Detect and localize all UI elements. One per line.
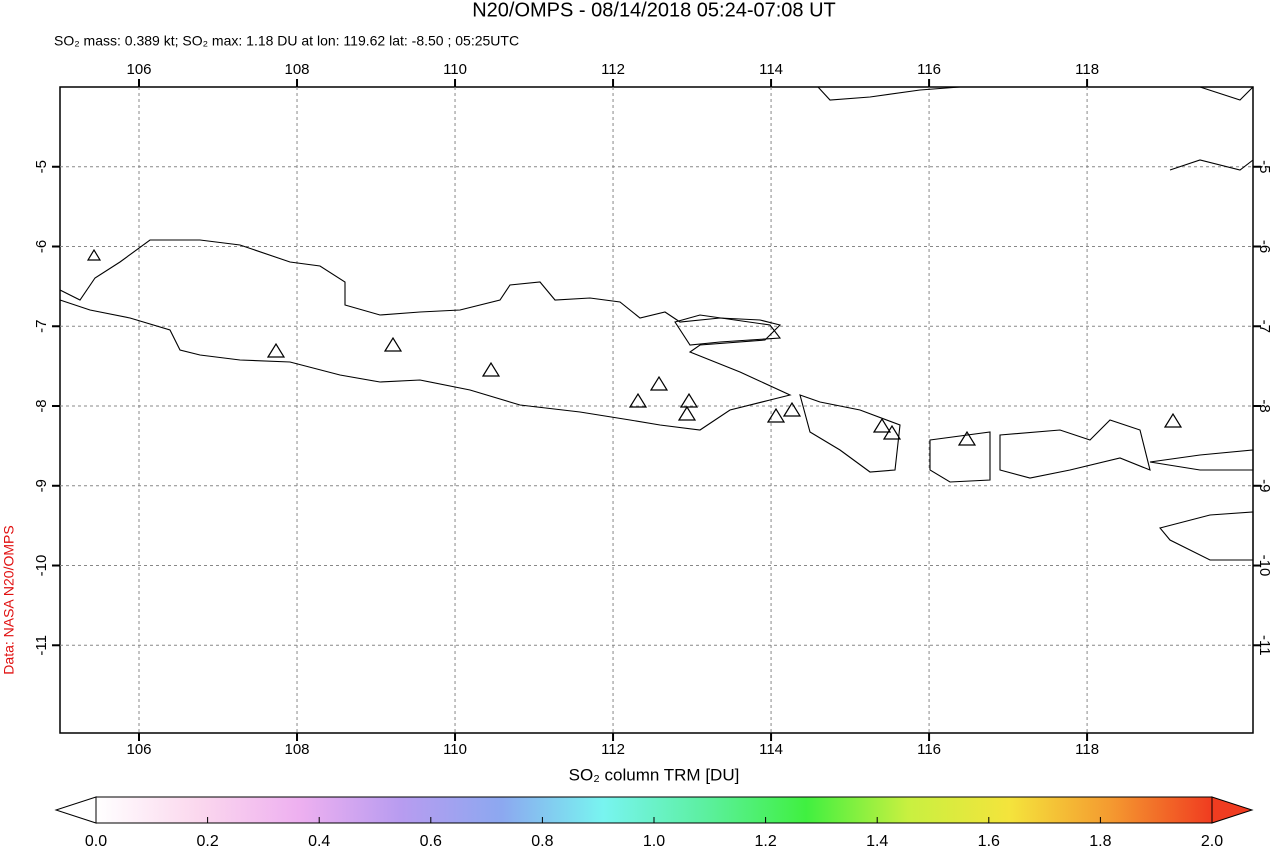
y-tick-label: -11 (1256, 635, 1272, 656)
y-tick-label: -6 (33, 240, 50, 253)
coast-flores (1149, 449, 1254, 471)
y-tick-label: -6 (1256, 240, 1272, 253)
colorbar-tick-label: 0.4 (308, 833, 330, 850)
colorbar-tick-label: 0.0 (85, 833, 107, 850)
x-tick-label: 118 (1075, 61, 1099, 78)
x-tick-label: 110 (443, 61, 467, 78)
volcano (86, 248, 1183, 446)
colorbar-over (1211, 796, 1254, 824)
colorbar-tick-label: 0.2 (196, 833, 218, 850)
volcanoes (86, 248, 1183, 446)
title: N20/OMPS - 08/14/2018 05:24-07:08 UT (472, 0, 836, 21)
x-tick-label: 108 (285, 61, 310, 78)
colorbar-tick-label: 1.4 (866, 833, 888, 850)
x-tick-label: 114 (759, 61, 783, 78)
coast-borneo (817, 86, 1254, 171)
coast-sumbawa (999, 419, 1151, 479)
x-tick-label: 106 (126, 61, 151, 78)
x-tick-label: 114 (759, 741, 783, 758)
credit: Data: NASA N20/OMPS (1, 525, 17, 674)
coastlines (59, 86, 1254, 561)
y-tick-label: -11 (33, 635, 50, 656)
colorbar-tick-label: 1.8 (1089, 833, 1111, 850)
colorbar-tick-label: 1.6 (978, 833, 1000, 850)
x-tick-label: 112 (601, 61, 625, 78)
x-tick-label: 106 (126, 741, 151, 758)
y-tick-label: -5 (33, 160, 50, 173)
coast-java (59, 239, 792, 431)
coast-bali (799, 394, 901, 473)
colorbar-tick-label: 0.6 (420, 833, 442, 850)
y-tick-label: -10 (1256, 555, 1272, 577)
coast-madura (674, 314, 782, 346)
coast-sumba (1159, 511, 1254, 561)
colorbar-under (54, 796, 97, 824)
y-tick-label: -8 (1256, 399, 1272, 412)
map-frame (59, 86, 1254, 734)
y-tick-label: -7 (33, 320, 50, 333)
colorbar-tick-label: 1.2 (754, 833, 776, 850)
colorbar-tick-label: 1.0 (643, 833, 665, 850)
colorbar-tick-label: 2.0 (1201, 833, 1223, 850)
x-tick-label: 118 (1075, 741, 1099, 758)
x-tick-label: 110 (443, 741, 467, 758)
colorbar-tick-label: 0.8 (531, 833, 553, 850)
x-tick-label: 116 (917, 741, 941, 758)
subtitle: SO₂ mass: 0.389 kt; SO₂ max: 1.18 DU at … (54, 33, 519, 49)
x-tick-label: 116 (917, 61, 941, 78)
colorbar-label: SO₂ column TRM [DU] (569, 765, 740, 784)
x-tick-label: 108 (285, 741, 310, 758)
y-tick-label: -9 (1256, 479, 1272, 492)
x-tick-label: 112 (601, 741, 625, 758)
coast-lombok (929, 431, 991, 483)
y-tick-label: -8 (33, 399, 50, 412)
y-tick-label: -10 (33, 555, 50, 577)
y-tick-label: -5 (1256, 160, 1272, 173)
y-tick-label: -7 (1256, 320, 1272, 333)
y-tick-label: -9 (33, 479, 50, 492)
